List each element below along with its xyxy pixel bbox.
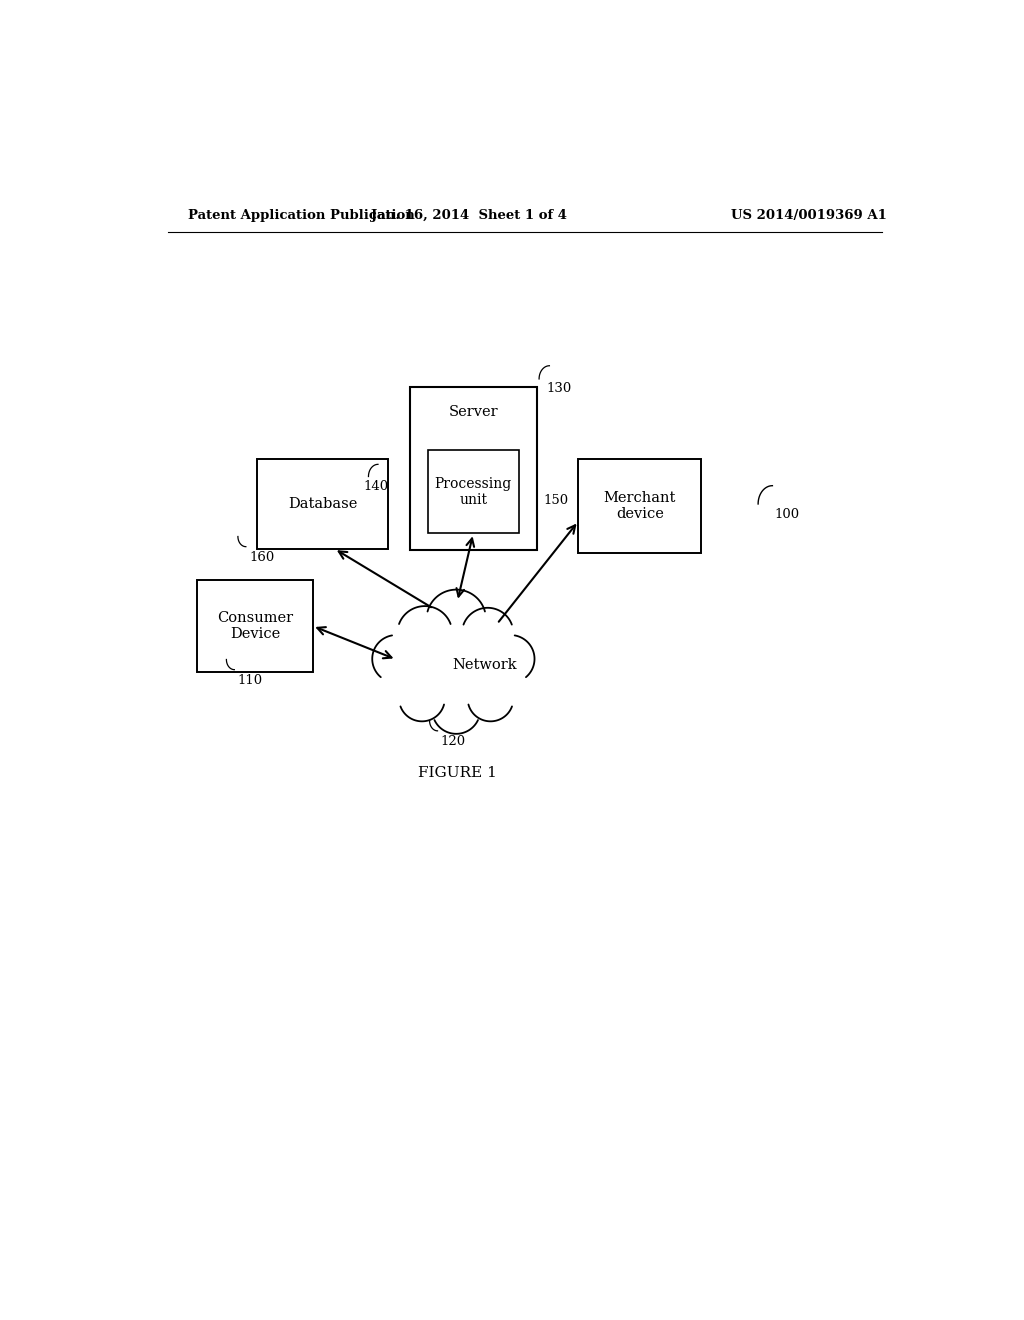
Text: 130: 130: [546, 381, 571, 395]
Polygon shape: [404, 628, 502, 701]
Text: 160: 160: [249, 550, 274, 564]
Text: 120: 120: [440, 735, 466, 748]
Bar: [198, 581, 312, 672]
Text: Patent Application Publication: Patent Application Publication: [187, 210, 415, 222]
Text: Database: Database: [288, 496, 357, 511]
Text: Processing
unit: Processing unit: [434, 477, 512, 507]
Text: Server: Server: [449, 405, 498, 420]
Text: 110: 110: [238, 673, 262, 686]
Text: Jan. 16, 2014  Sheet 1 of 4: Jan. 16, 2014 Sheet 1 of 4: [372, 210, 567, 222]
Text: Consumer
Device: Consumer Device: [217, 611, 293, 642]
Text: 100: 100: [775, 508, 800, 520]
Text: Merchant
device: Merchant device: [604, 491, 676, 521]
Bar: [579, 459, 701, 553]
Text: 150: 150: [543, 494, 568, 507]
Text: 140: 140: [364, 479, 389, 492]
Bar: [428, 450, 519, 533]
Bar: [410, 387, 537, 549]
Bar: [257, 459, 388, 549]
Text: US 2014/0019369 A1: US 2014/0019369 A1: [731, 210, 887, 222]
Text: FIGURE 1: FIGURE 1: [418, 767, 497, 780]
Text: Network: Network: [453, 657, 517, 672]
